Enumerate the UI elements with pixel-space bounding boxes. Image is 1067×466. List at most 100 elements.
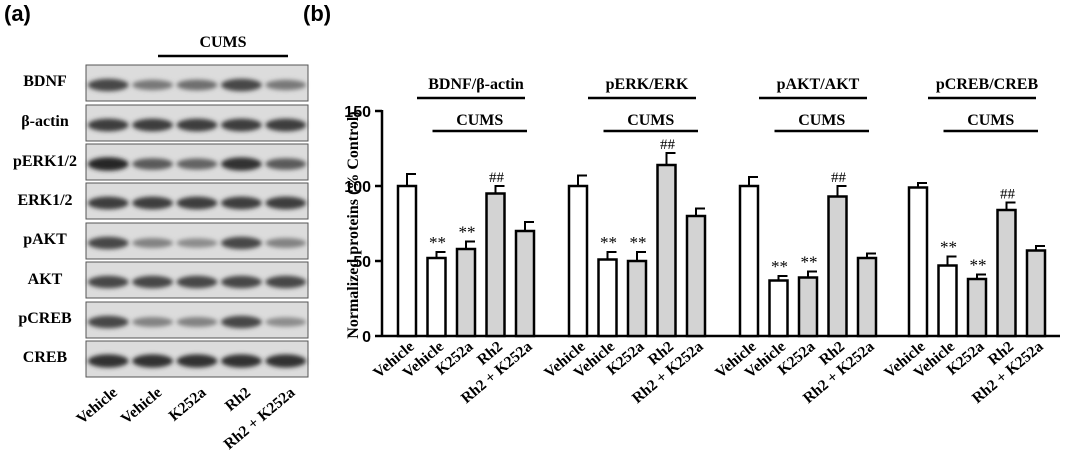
- blot-band: [132, 238, 174, 248]
- y-tick-label: 150: [344, 104, 371, 121]
- bar: [567, 184, 589, 338]
- blot-band: [176, 354, 218, 368]
- blot-label-erk: ERK1/2: [17, 192, 73, 209]
- blot-band: [176, 317, 218, 327]
- group-title: pERK/ERK: [606, 76, 689, 93]
- group-title: BDNF/β-actin: [428, 76, 524, 93]
- bar: [907, 186, 929, 338]
- blot-band: [265, 118, 307, 132]
- blot-band: [87, 196, 129, 210]
- bar-group: pERK/ERK CUMS ** ** ##: [567, 76, 707, 338]
- blot-band: [87, 354, 129, 368]
- significance-mark: **: [600, 233, 617, 252]
- bar: [966, 277, 988, 338]
- significance-mark: **: [459, 223, 476, 242]
- blot-band: [265, 275, 307, 289]
- bar: [768, 279, 789, 338]
- blot-band: [87, 118, 129, 132]
- blot-strips: [85, 64, 309, 378]
- blot-band: [132, 354, 174, 368]
- y-axis-label: Normalized proteins (% Control): [345, 111, 362, 338]
- blot-band: [265, 317, 307, 327]
- blot-band: [265, 238, 307, 248]
- blot-band: [176, 79, 218, 91]
- panel-a-label: (a): [4, 1, 31, 26]
- blot-label-bdnf: BDNF: [23, 73, 67, 90]
- blot-band: [220, 354, 262, 368]
- blot-band: [132, 118, 174, 132]
- blot-band: [132, 317, 174, 327]
- blot-band: [220, 157, 262, 171]
- blot-band: [220, 315, 262, 329]
- blot-band: [220, 196, 262, 210]
- bar: [626, 259, 648, 338]
- blot-band: [265, 196, 307, 210]
- blot-band: [176, 238, 218, 248]
- blot-band: [132, 196, 174, 210]
- bar: [827, 195, 848, 338]
- blot-lane-label: Vehicle: [73, 384, 121, 428]
- blot-band: [87, 275, 129, 289]
- blot-label-pakt: pAKT: [23, 231, 67, 248]
- blot-lane-label: Rh2: [222, 384, 254, 415]
- significance-mark: **: [940, 238, 957, 257]
- bar: [656, 163, 677, 338]
- blot-label-akt: AKT: [27, 271, 63, 288]
- bar: [426, 256, 447, 338]
- blot-band: [176, 118, 218, 132]
- blot-band: [132, 158, 174, 170]
- treatment-label: CUMS: [967, 112, 1014, 129]
- bar-group: pCREB/CREB CUMS ** ** ##: [907, 76, 1047, 338]
- significance-mark: **: [429, 233, 446, 252]
- treatment-label: CUMS: [798, 112, 845, 129]
- y-tick-label: 0: [362, 329, 371, 346]
- blot-label-perk: pERK1/2: [12, 153, 77, 170]
- significance-mark: **: [771, 257, 788, 276]
- bar-chart: Normalized proteins (% Control) 0 50 100 15…: [344, 76, 1060, 407]
- bar-group: pAKT/AKT CUMS ** ** ##: [738, 76, 878, 338]
- significance-mark: ##: [831, 170, 847, 186]
- significance-mark: ##: [660, 137, 676, 153]
- blot-label-pcreb: pCREB: [18, 310, 72, 327]
- significance-mark: ##: [1000, 187, 1016, 203]
- blot-band: [87, 236, 129, 250]
- blot-label-beta-actin: β-actin: [21, 113, 69, 130]
- y-tick-label: 100: [344, 179, 371, 196]
- bar: [996, 208, 1017, 338]
- blot-band: [220, 118, 262, 132]
- significance-mark: **: [630, 233, 647, 252]
- blot-band: [132, 275, 174, 289]
- bar: [738, 184, 760, 338]
- bar: [455, 247, 477, 338]
- blot-lane-label: Vehicle: [118, 384, 166, 428]
- blot-band: [176, 196, 218, 210]
- blot-lane-label: K252a: [166, 384, 210, 425]
- y-tick-label: 50: [353, 254, 371, 271]
- significance-mark: **: [801, 253, 818, 272]
- significance-mark: ##: [489, 170, 505, 186]
- bar: [396, 184, 418, 338]
- blot-band: [176, 158, 218, 170]
- bar-groups: BDNF/β-actin CUMS ** ** ## pERK/ERK CUMS ** ** ##…: [396, 76, 1047, 338]
- bar: [797, 276, 819, 338]
- blot-band: [176, 275, 218, 289]
- blot-band: [265, 158, 307, 170]
- bar: [1025, 249, 1047, 338]
- treatment-label: CUMS: [456, 112, 503, 129]
- blot-band: [87, 78, 129, 92]
- significance-mark: **: [970, 256, 987, 275]
- bar: [485, 192, 506, 338]
- panel-b-label: (b): [303, 1, 332, 26]
- blot-band: [132, 79, 174, 91]
- blot-band: [220, 78, 262, 92]
- bar: [856, 256, 878, 338]
- blot-band: [220, 275, 262, 289]
- bar: [514, 229, 536, 338]
- treatment-label: CUMS: [627, 112, 674, 129]
- bar: [937, 264, 958, 338]
- bar-group: BDNF/β-actin CUMS ** ** ##: [396, 76, 536, 338]
- group-title: pCREB/CREB: [936, 76, 1039, 93]
